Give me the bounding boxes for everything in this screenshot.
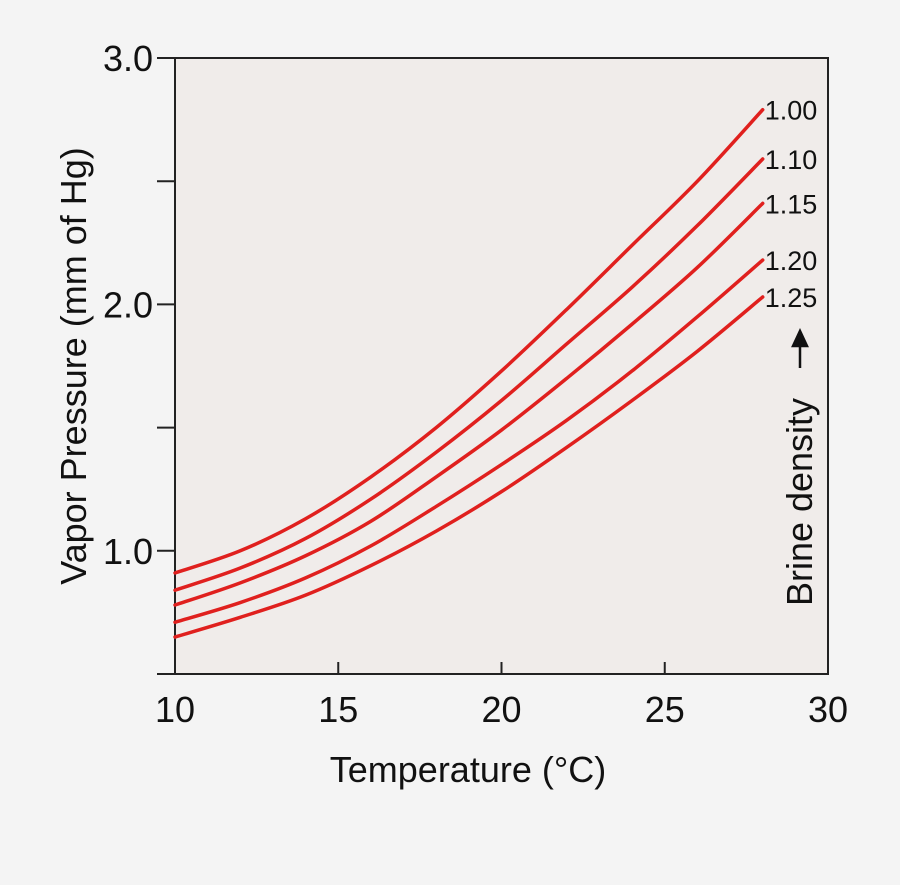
series-label: 1.15 bbox=[765, 189, 818, 219]
series-label: 1.00 bbox=[765, 96, 818, 126]
series-line-1-00 bbox=[173, 107, 765, 575]
x-tick-label: 10 bbox=[155, 689, 195, 730]
series-end-labels: 1.00 1.10 1.15 1.20 1.25 bbox=[765, 96, 818, 313]
series-line-1-20 bbox=[173, 258, 765, 625]
arrow-up-icon bbox=[791, 328, 809, 368]
x-tick-label: 20 bbox=[481, 689, 521, 730]
plot-area bbox=[174, 57, 829, 675]
x-tick-label: 25 bbox=[645, 689, 685, 730]
axis-ticks bbox=[157, 57, 829, 675]
series-label: 1.10 bbox=[765, 145, 818, 175]
series-label: 1.20 bbox=[765, 246, 818, 276]
x-tick-label: 30 bbox=[808, 689, 848, 730]
y-tick-label: 3.0 bbox=[103, 38, 153, 79]
y-tick-label: 1.0 bbox=[103, 531, 153, 572]
x-tick-label: 15 bbox=[318, 689, 358, 730]
brine-density-annotation: Brine density bbox=[779, 328, 820, 606]
series-line-1-25 bbox=[173, 295, 765, 639]
series-line-1-15 bbox=[173, 201, 765, 607]
series-label: 1.25 bbox=[765, 283, 818, 313]
x-axis-title: Temperature (°C) bbox=[330, 749, 606, 790]
series-lines bbox=[173, 107, 765, 639]
axis-tick-labels: 10 15 20 25 30 1.0 2.0 3.0 bbox=[103, 38, 848, 730]
brine-density-label: Brine density bbox=[779, 398, 820, 606]
series-line-1-10 bbox=[173, 157, 765, 592]
y-tick-label: 2.0 bbox=[103, 284, 153, 325]
y-axis-title: Vapor Pressure (mm of Hg) bbox=[53, 147, 94, 584]
